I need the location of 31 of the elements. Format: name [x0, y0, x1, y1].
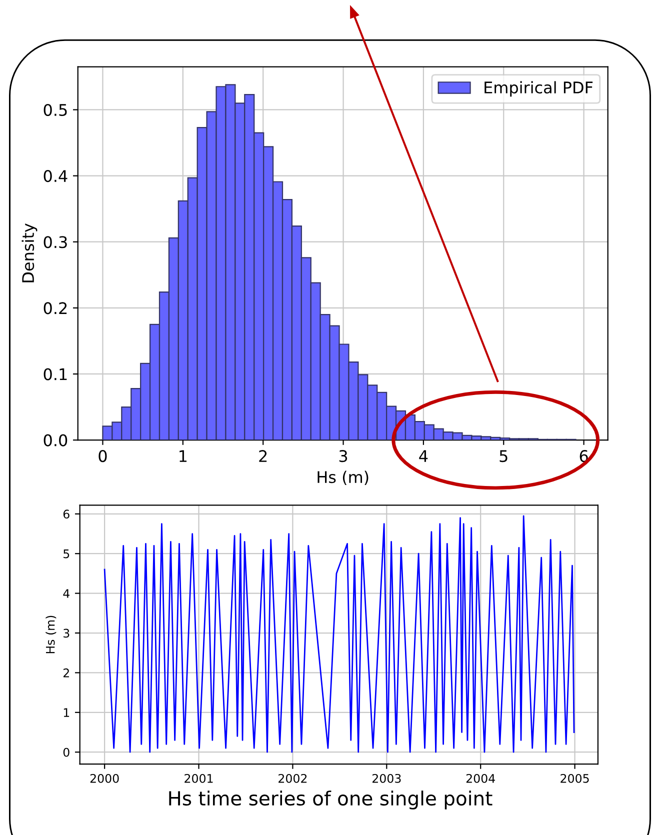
y-tick-label: 2	[63, 668, 69, 678]
x-axis-title: Hs (m)	[318, 470, 368, 486]
y-axis-title: Hs (m)	[46, 616, 56, 654]
y-tick-label: 0.1	[44, 368, 67, 380]
y-tick-label: 0.4	[44, 170, 68, 182]
x-tick-label: 1	[180, 450, 187, 462]
y-tick-label: 0.0	[44, 434, 68, 446]
x-tick-label: 2003	[372, 774, 401, 783]
x-tick-label: 0	[98, 450, 107, 462]
y-tick-label: 4	[63, 589, 70, 598]
legend-label: Empirical PDF	[484, 81, 593, 97]
line-series	[104, 515, 575, 753]
y-axis-title: Density	[22, 224, 38, 282]
y-tick-label: 5	[64, 549, 70, 558]
y-tick-label: 6	[63, 510, 70, 519]
y-tick-label: 0	[63, 748, 70, 757]
x-tick-label: 2000	[90, 774, 119, 783]
x-tick-label: 4	[419, 450, 428, 462]
y-tick-label: 0.2	[44, 302, 67, 314]
x-tick-label: 3	[339, 450, 348, 462]
y-tick-label: 0.5	[44, 104, 67, 116]
x-tick-label: 2001	[184, 774, 213, 783]
y-tick-label: 3	[64, 628, 70, 638]
x-tick-label: 2002	[278, 774, 307, 783]
x-tick-label: 2004	[466, 774, 495, 783]
x-tick-label: 2005	[560, 774, 589, 783]
y-tick-label: 0.3	[44, 236, 67, 248]
x-tick-label: 2	[259, 450, 267, 462]
y-tick-label: 1	[64, 708, 70, 717]
x-tick-label: 5	[500, 450, 508, 462]
text: Hs time series of one single point	[169, 790, 492, 810]
